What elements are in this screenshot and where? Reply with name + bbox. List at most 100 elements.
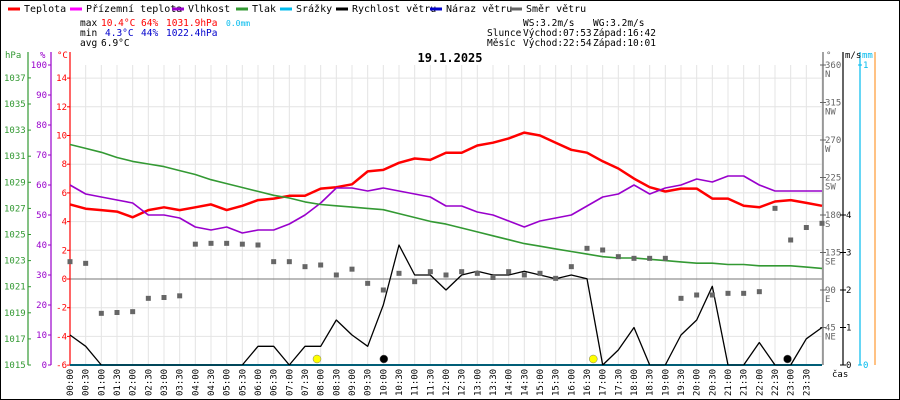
x-tick-label: 06:30 — [270, 369, 280, 396]
temperature-unit: °C — [57, 51, 68, 61]
legend-item: Srážky — [296, 3, 332, 15]
humidity-unit: % — [40, 51, 46, 61]
wind-direction-point — [271, 259, 277, 265]
max-temp: 10.4°C — [101, 18, 135, 29]
x-tick-label: 04:30 — [207, 369, 217, 396]
compass-label: SW — [825, 183, 836, 193]
legend-item: Vlhkost — [188, 4, 230, 15]
x-tick-label: 20:30 — [708, 369, 718, 396]
humidity-axis-tick-label: 50 — [36, 211, 47, 221]
temperature-axis-tick-label: 6 — [62, 189, 67, 199]
temperature-axis-tick-label: -6 — [56, 361, 67, 371]
x-tick-label: 09:30 — [364, 369, 374, 396]
x-tick-label: 03:30 — [176, 369, 186, 396]
temperature-axis-tick-label: 12 — [56, 103, 67, 113]
pressure-axis-tick-label: 1017 — [4, 335, 26, 345]
wind-direction-point — [161, 295, 167, 300]
direction-axis-tick-label: 135 — [825, 249, 841, 259]
x-tick-label: 21:30 — [740, 369, 750, 396]
wind-direction-point — [459, 269, 465, 275]
pressure-axis-tick-label: 1025 — [4, 231, 26, 241]
x-tick-label: 02:30 — [144, 369, 154, 396]
temperature-axis-tick-label: -2 — [56, 304, 67, 314]
wind-direction-point — [286, 259, 292, 265]
x-axis: 00:00 00:30 01:00 01:30 02:00 02:30 03:00 03:30… — [66, 364, 822, 396]
temperature-axis-tick-label: 2 — [62, 246, 67, 256]
wind-direction-point — [192, 241, 198, 247]
wind-direction-point — [756, 289, 762, 295]
moonset-time: Západ:10:01 — [593, 38, 656, 49]
rain-axis-tick-label: 0 — [863, 361, 868, 371]
humidity-axis-tick-label: 100 — [31, 61, 47, 71]
max-label: max — [80, 18, 97, 29]
direction-unit: ° — [826, 51, 831, 61]
wind-direction-point — [145, 295, 151, 301]
temperature-axis-tick-label: -4 — [56, 332, 67, 342]
wind-direction-point — [490, 275, 496, 280]
temperature-axis-tick-label: 4 — [62, 218, 67, 228]
wind-direction-point — [208, 240, 214, 246]
x-tick-label: 10:30 — [395, 369, 405, 396]
pressure-axis-tick-label: 1037 — [4, 74, 26, 84]
wind-axis-tick-label: 1 — [846, 324, 851, 334]
x-tick-label: 01:00 — [97, 369, 107, 396]
max-rain: 0.0mm — [226, 19, 250, 28]
wind-axis-tick-label: 3 — [846, 249, 851, 259]
x-tick-label: 19:30 — [677, 369, 687, 396]
x-axis-label: čas — [832, 369, 848, 380]
wind-direction-point — [412, 279, 418, 285]
wind-axis-tick-label: 2 — [846, 286, 851, 296]
wind-direction-point — [380, 287, 386, 293]
wind-direction-point — [600, 247, 606, 253]
x-tick-label: 11:30 — [426, 369, 436, 396]
compass-label: SE — [825, 258, 836, 268]
pressure-unit: hPa — [5, 51, 21, 61]
pressure-axis-tick-label: 1027 — [4, 204, 26, 214]
min-label: min — [80, 28, 97, 39]
x-tick-label: 22:30 — [771, 369, 781, 396]
sunset-marker — [589, 354, 598, 364]
compass-label: W — [825, 145, 831, 155]
x-tick-label: 18:30 — [646, 369, 656, 396]
wind-direction-point — [396, 270, 402, 276]
x-tick-label: 15:30 — [552, 369, 562, 396]
temperature-axis-tick-label: 8 — [62, 160, 67, 170]
max-humidity: 64% — [141, 18, 158, 29]
sunrise-time: Východ:07:53 — [523, 28, 592, 39]
x-tick-label: 13:00 — [473, 369, 483, 396]
wind-direction-point — [819, 220, 825, 226]
wind-direction-point — [662, 255, 668, 261]
direction-axis-tick-label: 360 — [825, 61, 841, 71]
wind-direction-point — [615, 254, 621, 260]
temperature-axis-tick-label: 14 — [56, 74, 67, 84]
wind-direction-point — [67, 259, 73, 265]
wind-direction-point — [83, 260, 89, 266]
legend-item: Směr větru — [526, 3, 586, 15]
x-tick-label: 20:00 — [693, 369, 703, 396]
x-tick-label: 23:30 — [802, 369, 812, 396]
x-tick-label: 11:00 — [411, 369, 421, 396]
wind-direction-point — [568, 264, 574, 270]
x-tick-label: 22:00 — [755, 369, 765, 396]
x-tick-label: 05:30 — [238, 369, 248, 396]
x-tick-label: 16:30 — [583, 369, 593, 396]
x-tick-label: 15:00 — [536, 369, 546, 396]
wind-direction-point — [255, 242, 261, 248]
wind-direction-point — [302, 264, 308, 270]
wind-direction-point — [694, 292, 700, 298]
avg-temp: 6.9°C — [101, 38, 130, 49]
sun-label: Slunce — [487, 28, 522, 39]
min-temp: 4.3°C — [105, 28, 134, 39]
x-tick-label: 07:30 — [301, 369, 311, 396]
x-tick-label: 13:30 — [489, 369, 499, 396]
wind-direction-point — [239, 241, 245, 247]
wind-direction-point — [474, 270, 480, 276]
sunrise-marker — [312, 354, 322, 364]
pressure-axis-tick-label: 1023 — [4, 257, 26, 267]
wind-direction-point — [349, 266, 355, 272]
wind-direction-point — [678, 295, 684, 301]
rain-axis-tick-label: 1 — [863, 61, 868, 71]
legend-item: Náraz větru — [446, 3, 512, 15]
humidity-axis-tick-label: 30 — [36, 271, 47, 281]
